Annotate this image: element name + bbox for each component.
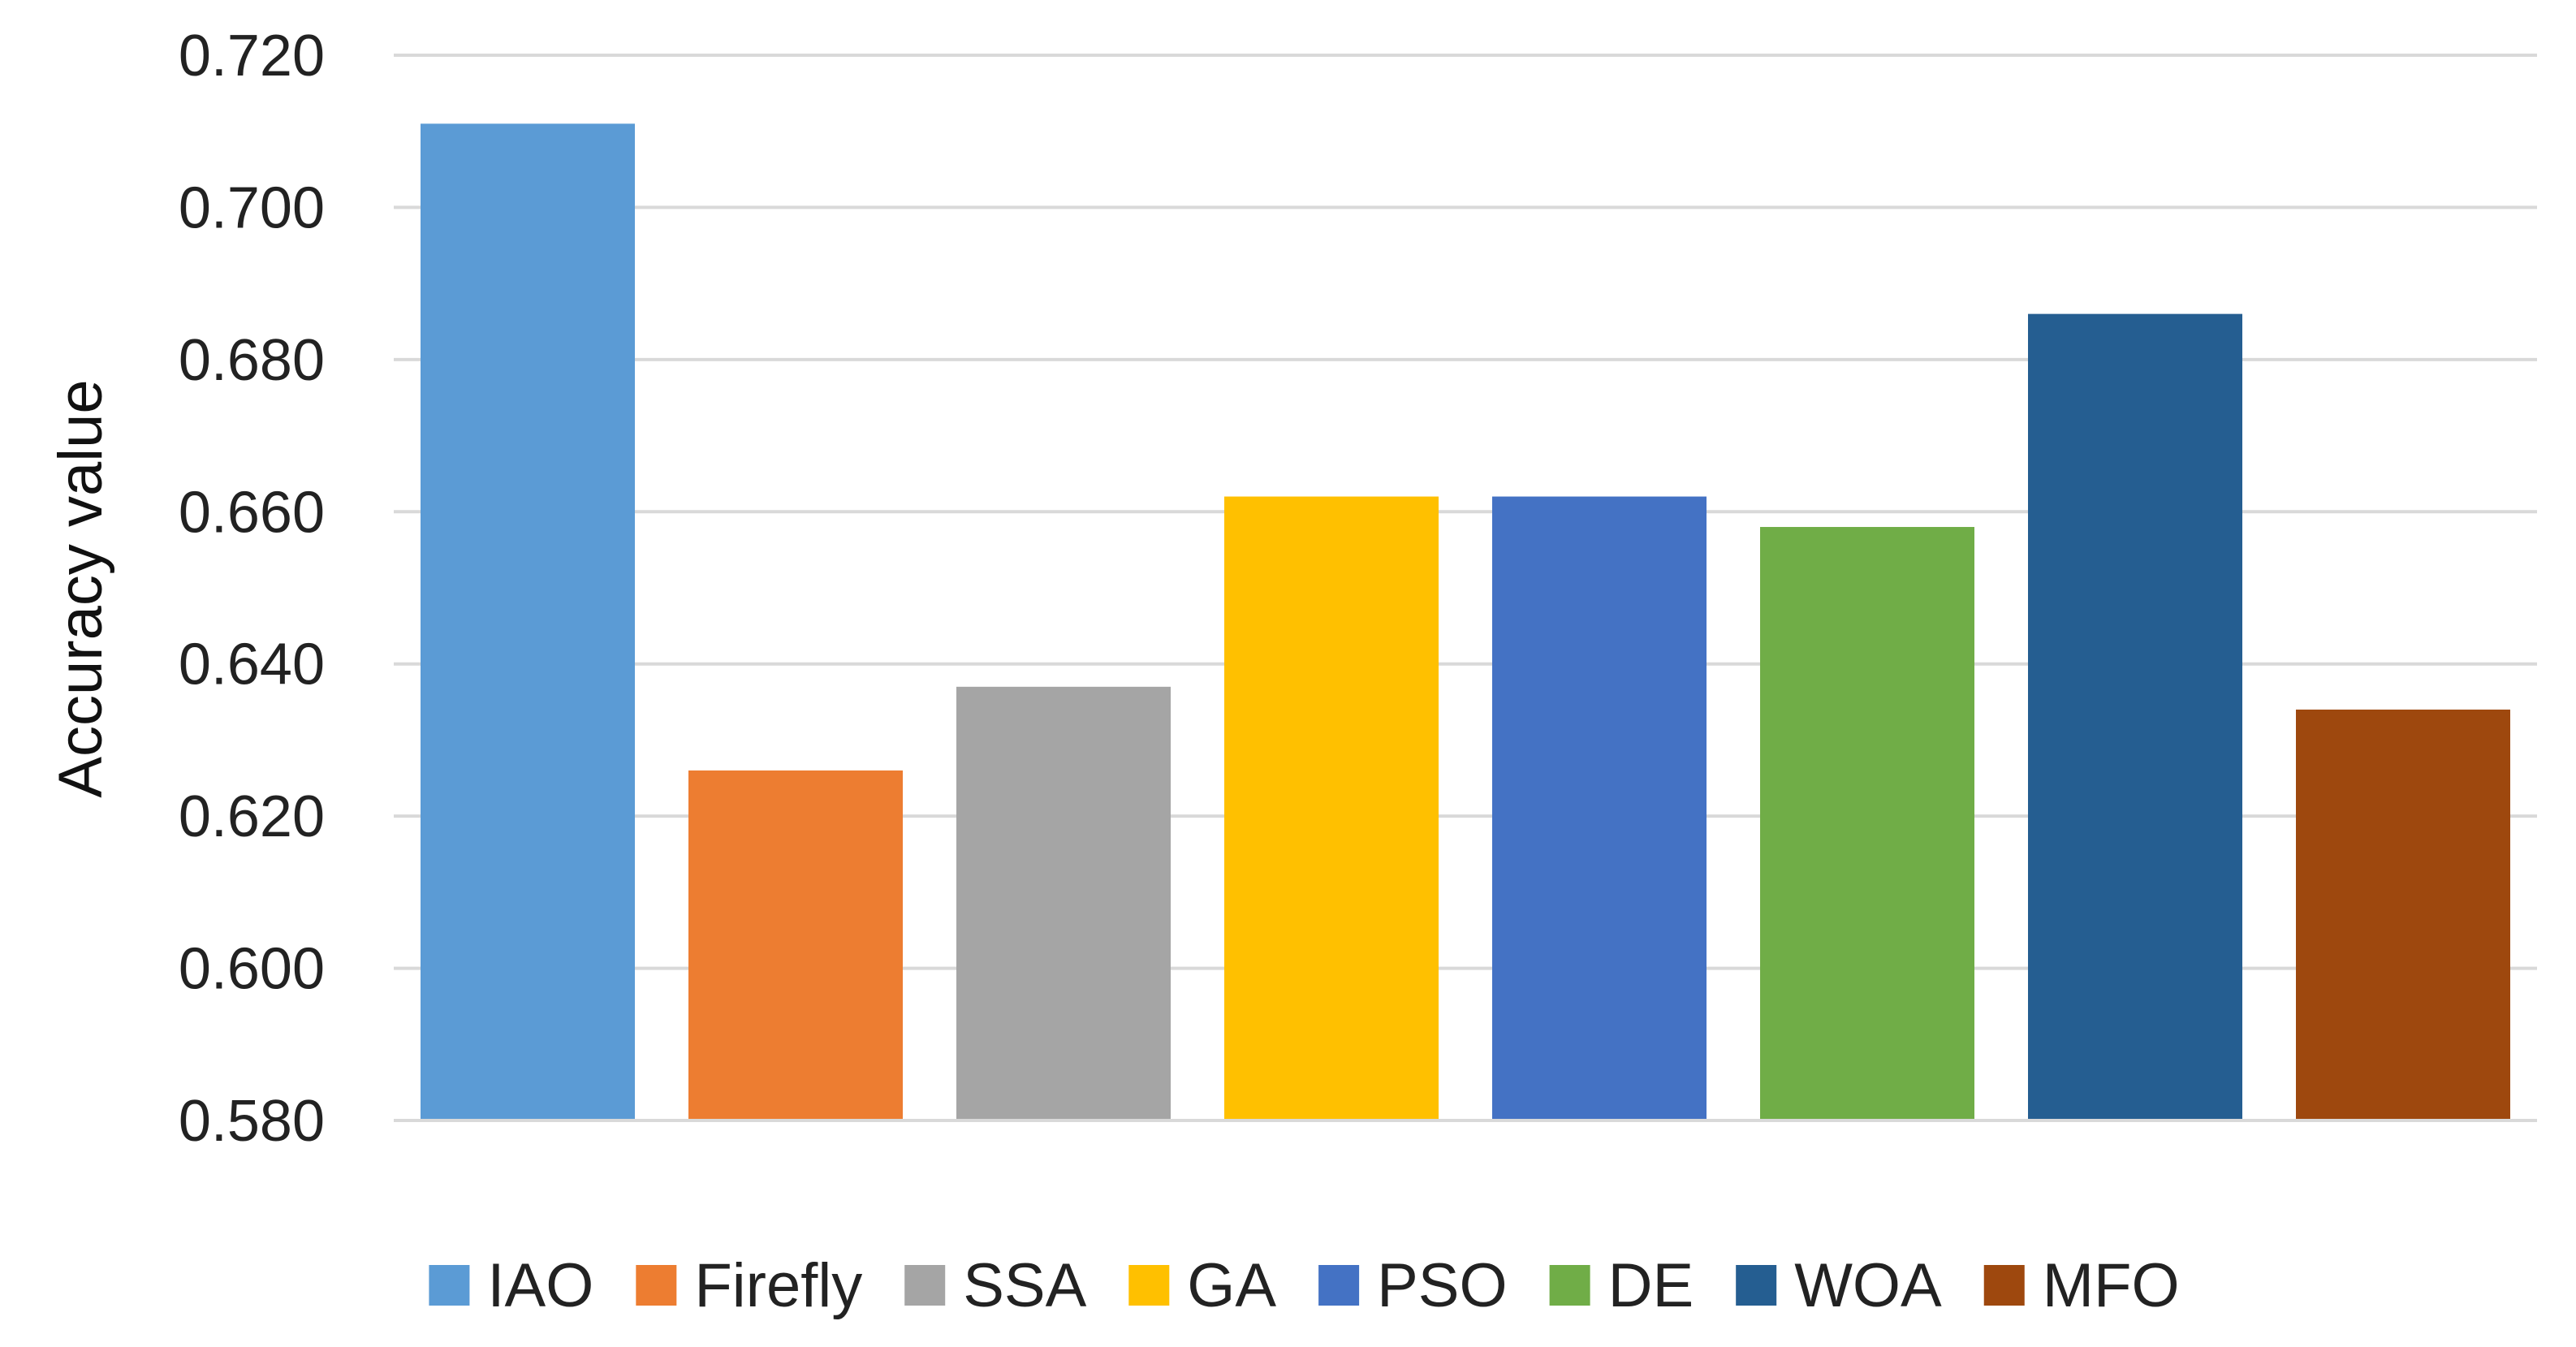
y-tick-label: 0.580 [179,1089,325,1154]
bar-firefly [688,770,903,1120]
bar-de [1760,527,1974,1120]
legend-label-mfo: MFO [2043,1251,2180,1320]
legend-swatch-firefly [636,1265,677,1306]
y-tick-label: 0.640 [179,632,325,697]
y-tick-label: 0.700 [179,175,325,240]
y-tick-label: 0.620 [179,784,325,849]
y-tick-label: 0.600 [179,937,325,1002]
legend-label-de: DE [1608,1251,1694,1320]
legend-label-ssa: SSA [963,1251,1086,1320]
y-tick-label: 0.660 [179,480,325,545]
legend-swatch-mfo [1983,1265,2025,1306]
legend-swatch-pso [1318,1265,1360,1306]
bars [421,123,2510,1121]
legend: IAO Firefly SSA GA PSO DE WOA MFO [429,1251,2180,1320]
bar-iao [421,123,635,1120]
legend-label-iao: IAO [487,1251,593,1320]
y-tick-label: 0.720 [179,24,325,89]
bar-ga [1224,496,1439,1120]
bar-woa [2028,313,2242,1121]
legend-label-woa: WOA [1794,1251,1942,1320]
y-tick-label: 0.680 [179,328,325,393]
bar-pso [1492,496,1707,1120]
legend-swatch-woa [1736,1265,1777,1306]
bar-mfo [2296,709,2510,1120]
y-axis-title: Accuracy value [46,379,115,797]
legend-swatch-de [1549,1265,1590,1306]
legend-swatch-ga [1128,1265,1170,1306]
bar-ssa [956,686,1171,1120]
legend-label-pso: PSO [1377,1251,1508,1320]
legend-swatch-iao [429,1265,470,1306]
legend-label-ga: GA [1187,1251,1276,1320]
y-axis-ticks: 0.580 0.600 0.620 0.640 0.660 0.680 0.700 0.720 [179,24,325,1154]
legend-label-firefly: Firefly [694,1251,862,1320]
legend-swatch-ssa [904,1265,946,1306]
